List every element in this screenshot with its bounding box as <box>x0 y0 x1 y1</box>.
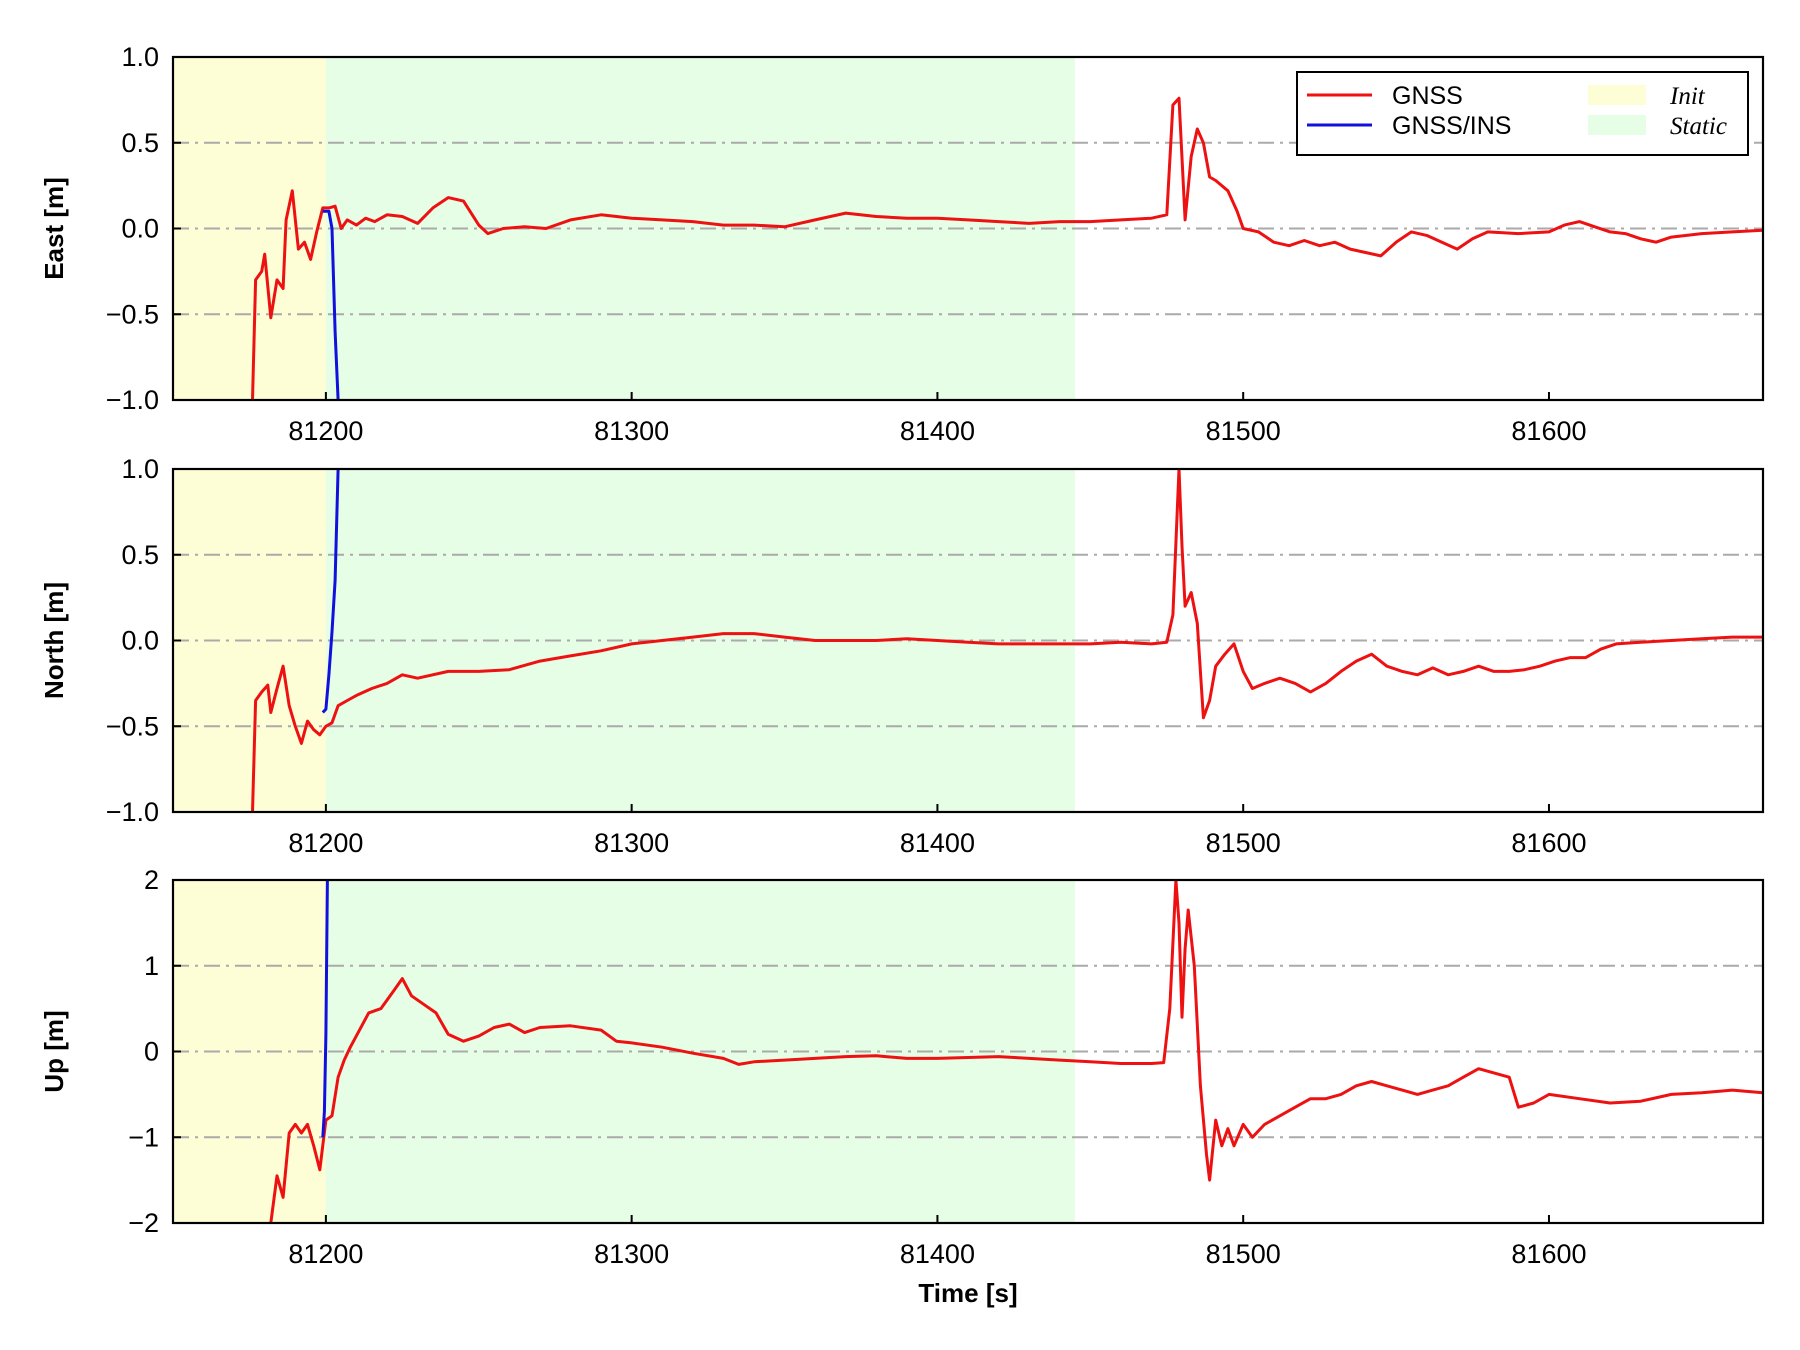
y-tick-label: −0.5 <box>106 711 159 741</box>
series-gnss-line <box>251 469 1763 812</box>
y-tick-label: 0.0 <box>121 214 159 244</box>
x-tick-label: 81500 <box>1206 416 1281 446</box>
legend-box <box>1296 71 1749 156</box>
y-axis-label: North [m] <box>39 582 69 699</box>
x-tick-label: 81200 <box>288 1239 363 1269</box>
y-tick-label: −0.5 <box>106 299 159 329</box>
legend-swatch-static <box>1588 115 1646 135</box>
legend-label-gnss-ins: GNSS/INS <box>1392 112 1511 140</box>
x-tick-label: 81500 <box>1206 1239 1281 1269</box>
x-tick-label: 81300 <box>594 416 669 446</box>
legend-label-static: Static <box>1670 113 1727 140</box>
y-tick-label: −1 <box>128 1122 159 1152</box>
panels: −1.0 −0.5 0.0 0.5 1.0 81200 81300 81400 81500 816… <box>39 42 1765 1269</box>
legend-label-gnss: GNSS <box>1392 82 1463 110</box>
y-tick-label: −2 <box>128 1208 159 1238</box>
series-gnss-ins-line <box>321 469 340 714</box>
x-tick-label: 81400 <box>900 416 975 446</box>
x-tick-label: 81300 <box>594 828 669 858</box>
x-tick-label: 81400 <box>900 828 975 858</box>
x-tick-label: 81300 <box>594 1239 669 1269</box>
y-tick-label: 1.0 <box>121 454 159 484</box>
legend-label-init: Init <box>1669 83 1706 110</box>
x-tick-label: 81600 <box>1511 828 1586 858</box>
x-tick-label: 81400 <box>900 1239 975 1269</box>
legend-swatch-init <box>1588 85 1646 105</box>
panel-east: −1.0 −0.5 0.0 0.5 1.0 81200 81300 81400 81500 816… <box>39 42 1765 446</box>
y-axis-label: East [m] <box>39 177 69 280</box>
y-tick-label: 0 <box>144 1037 159 1067</box>
series-gnss-line <box>251 96 1763 400</box>
x-tick-label: 81600 <box>1511 416 1586 446</box>
y-tick-label: 0.5 <box>121 540 159 570</box>
y-tick-label: −1.0 <box>106 385 159 415</box>
x-axis-label: Time [s] <box>918 1278 1017 1308</box>
panel-up: −2 −1 0 1 2 81200 81300 81400 81500 81600 Up [m] <box>39 865 1765 1269</box>
x-tick-label: 81600 <box>1511 1239 1586 1269</box>
y-tick-label: 2 <box>144 865 159 895</box>
y-tick-label: 1 <box>144 951 159 981</box>
series-gnss-ins-line <box>321 880 329 1138</box>
y-tick-label: −1.0 <box>106 797 159 827</box>
x-tick-label: 81200 <box>288 828 363 858</box>
series-gnss-line <box>269 880 1763 1223</box>
series-gnss-ins-line <box>322 209 340 400</box>
x-tick-label: 81200 <box>288 416 363 446</box>
panel-north: −1.0 −0.5 0.0 0.5 1.0 81200 81300 81400 81500 816… <box>39 454 1765 858</box>
x-tick-label: 81500 <box>1206 828 1281 858</box>
y-axis-label: Up [m] <box>39 1010 69 1092</box>
y-tick-label: 0.5 <box>121 128 159 158</box>
y-tick-label: 0.0 <box>121 626 159 656</box>
y-tick-label: 1.0 <box>121 42 159 72</box>
